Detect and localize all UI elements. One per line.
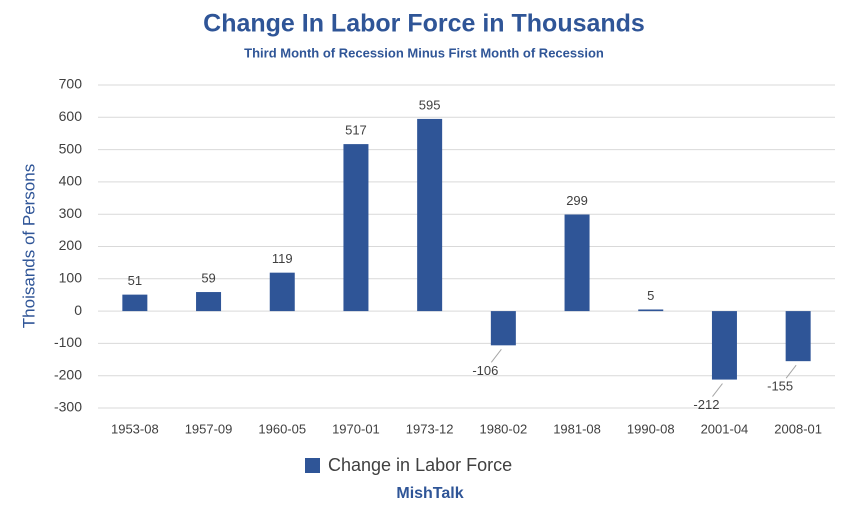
x-tick-label: 1953-08 [111,421,159,436]
legend-swatch [305,458,320,473]
x-tick-label: 2001-04 [701,421,749,436]
data-label: 119 [272,251,293,266]
bar [564,214,590,312]
leader-line [490,349,502,363]
x-tick-label: 1960-05 [258,421,306,436]
x-tick-label: 1957-09 [185,421,233,436]
leader-line [785,364,797,379]
data-label: 51 [128,273,142,288]
y-tick-label: -100 [54,334,82,350]
data-label: 59 [201,270,215,285]
bar [196,292,222,312]
leader-line [712,383,723,397]
x-tick-label: 2008-01 [774,421,822,436]
chart-subtitle: Third Month of Recession Minus First Mon… [244,45,604,60]
bar [785,311,811,362]
x-tick-label: 1970-01 [332,421,380,436]
x-tick-label: 1981-08 [553,421,601,436]
data-label: -155 [767,379,793,394]
bar [417,118,443,312]
data-label: 5 [647,288,654,303]
x-tick-label: 1990-08 [627,421,675,436]
y-tick-label: -300 [54,399,82,415]
y-tick-label: 200 [59,237,83,253]
chart-title: Change In Labor Force in Thousands [203,10,645,38]
bar [711,311,737,380]
y-tick-label: 500 [59,140,83,156]
bar [269,272,295,312]
y-tick-label: 0 [74,302,82,318]
data-label: -212 [693,397,719,412]
legend-label: Change in Labor Force [328,455,512,475]
x-tick-label: 1980-02 [479,421,527,436]
data-label: 595 [419,97,441,112]
bar [490,311,516,346]
y-axis-title: Thoisands of Persons [19,164,38,328]
bar [343,144,369,312]
y-tick-label: -200 [54,366,82,382]
data-label: 299 [566,193,588,208]
data-label: 517 [345,123,367,138]
data-label: -106 [472,363,498,378]
y-tick-label: 100 [59,270,83,286]
y-tick-label: 600 [59,108,83,124]
x-tick-label: 1973-12 [406,421,454,436]
y-tick-label: 700 [59,76,83,92]
y-tick-label: 400 [59,173,83,189]
y-tick-label: 300 [59,205,83,221]
bar [638,309,664,312]
bar [122,294,148,312]
source: MishTalk [396,485,463,502]
